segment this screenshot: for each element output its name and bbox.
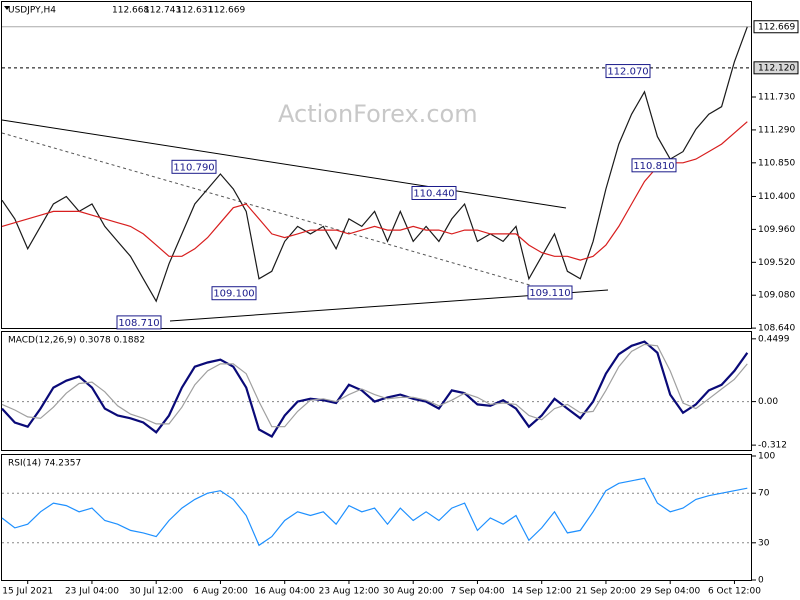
chart-title: USDJPY,H4 xyxy=(8,6,56,16)
y-tick-label: 109.520 xyxy=(758,258,795,268)
annotation: 110.790 xyxy=(173,162,214,173)
annotation-box xyxy=(116,315,162,330)
y-tick-label: 110.850 xyxy=(758,158,795,168)
panel-title: RSI(14) 74.2357 xyxy=(8,459,81,469)
annotation: 109.110 xyxy=(529,288,570,299)
x-tick-label: 7 Sep 04:00 xyxy=(450,587,505,597)
y-tick-label: 109.080 xyxy=(758,291,795,301)
annotation-box xyxy=(527,285,573,300)
x-tick-label: 23 Jul 04:00 xyxy=(65,587,119,597)
ohlc-value: 112.668 xyxy=(112,6,149,16)
annotation: 109.100 xyxy=(213,289,254,300)
ohlc-value: 112.743 xyxy=(144,6,181,16)
y-tick-label: 110.400 xyxy=(758,192,795,202)
annotation-box xyxy=(171,159,217,174)
annotation: 110.810 xyxy=(633,161,674,172)
x-tick-label: 15 Jul 2021 xyxy=(2,587,53,597)
y-tick-label: 108.640 xyxy=(758,324,795,334)
ohlc-value: 112.631 xyxy=(176,6,213,16)
series-line xyxy=(1,477,748,547)
trend-line xyxy=(1,119,567,209)
x-tick-label: 29 Sep 04:00 xyxy=(640,587,700,597)
annotation-box xyxy=(631,158,677,173)
y-tick-label: 100 xyxy=(758,452,775,462)
y-tick-label: 0.4499 xyxy=(758,334,790,344)
y-tick-label: 30 xyxy=(758,538,770,548)
price-marker-box xyxy=(753,61,799,75)
x-tick-label: 16 Aug 04:00 xyxy=(254,587,315,597)
y-tick-label: 109.960 xyxy=(758,225,795,235)
panel-title: MACD(12,26,9) 0.3078 0.1882 xyxy=(8,336,145,346)
y-tick-label: -0.312 xyxy=(758,441,787,451)
y-tick-label: 0.00 xyxy=(758,397,778,407)
annotation-box xyxy=(411,185,457,200)
watermark: ActionForex.com xyxy=(278,100,478,128)
x-tick-label: 14 Sep 12:00 xyxy=(512,587,572,597)
annotation: 112.070 xyxy=(607,67,648,78)
price-marker-box xyxy=(753,20,799,34)
y-tick-label: 0 xyxy=(758,576,764,586)
price-marker: 112.120 xyxy=(758,63,795,73)
x-tick-label: 21 Sep 20:00 xyxy=(576,587,636,597)
price-marker: 112.669 xyxy=(758,22,795,32)
series-line xyxy=(1,340,749,438)
annotation: 110.440 xyxy=(413,188,454,199)
x-tick-label: 6 Aug 20:00 xyxy=(193,587,248,597)
y-tick-label: 111.730 xyxy=(758,92,795,102)
series-line xyxy=(1,26,748,303)
annotation-box xyxy=(605,64,651,79)
macd-panel xyxy=(1,331,752,451)
annotation-box xyxy=(211,286,257,301)
x-tick-label: 6 Oct 12:00 xyxy=(708,587,761,597)
y-tick-label: 70 xyxy=(758,489,770,499)
x-tick-label: 23 Aug 12:00 xyxy=(319,587,380,597)
annotation: 108.710 xyxy=(118,318,159,329)
y-tick-label: 111.290 xyxy=(758,125,795,135)
series-line xyxy=(1,343,748,428)
ohlc-value: 112.669 xyxy=(208,6,245,16)
price-panel xyxy=(1,1,752,329)
menu-arrow xyxy=(4,6,10,10)
series-line xyxy=(1,121,748,261)
rsi-panel xyxy=(1,454,752,581)
x-tick-label: 30 Aug 20:00 xyxy=(383,587,444,597)
x-tick-label: 30 Jul 12:00 xyxy=(129,587,183,597)
